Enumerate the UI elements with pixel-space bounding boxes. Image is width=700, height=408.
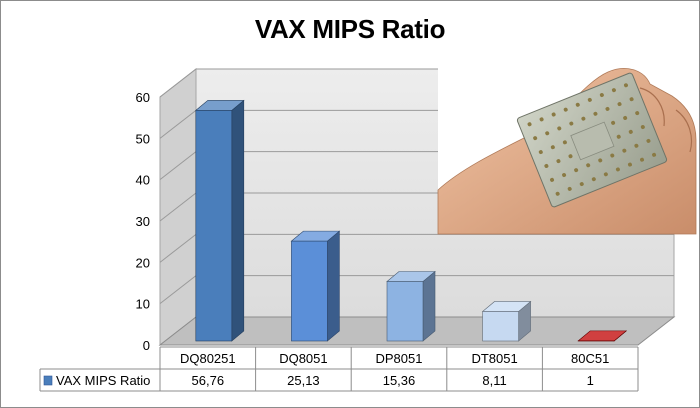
legend-swatch: [43, 375, 53, 386]
chip-pin: [598, 158, 603, 163]
chip-pin: [581, 116, 586, 121]
chip-pin: [555, 191, 560, 196]
bar-dp8051: [386, 270, 436, 342]
bar-front: [291, 240, 328, 342]
chip-pin: [629, 97, 634, 102]
chip-pin: [574, 168, 579, 173]
chip-pin: [603, 172, 608, 177]
chip-pin: [586, 163, 591, 168]
data-table: VAX MIPS Ratio DQ80251 56,76 DQ8051 25,13 DP8…: [39, 346, 639, 392]
chip-pin: [623, 83, 628, 88]
chip-pin: [617, 102, 622, 107]
chip-pin: [615, 167, 620, 172]
bar-front: [482, 311, 519, 342]
chip-pin: [568, 154, 573, 159]
x-tick-label: DP8051: [376, 351, 423, 366]
chip-pin: [575, 102, 580, 107]
chip-pin: [610, 153, 615, 158]
data-label: 15,36: [383, 373, 416, 388]
data-label: 25,13: [287, 373, 320, 388]
x-tick-label: DQ80251: [180, 351, 236, 366]
chip-pin: [527, 122, 532, 127]
bar-side: [231, 99, 245, 342]
y-tick-label: 30: [136, 214, 150, 229]
chip-pin: [646, 138, 651, 143]
x-tick-label: 80C51: [571, 351, 609, 366]
cpu-chip: [516, 72, 668, 208]
chip-pin: [569, 121, 574, 126]
chip-die: [570, 121, 615, 161]
y-tick-label: 60: [136, 90, 150, 105]
chip-pin: [623, 115, 628, 120]
chip-pin: [567, 186, 572, 191]
chip-pin: [652, 152, 657, 157]
chip-pin: [622, 148, 627, 153]
finger-lines: [639, 87, 693, 153]
chip-pin: [627, 162, 632, 167]
chip-pin: [563, 107, 568, 112]
chip-pin: [591, 177, 596, 182]
data-label: 56,76: [192, 373, 225, 388]
chip-pin: [599, 93, 604, 98]
chip-pin: [544, 163, 549, 168]
bar-dq80251: [194, 99, 245, 342]
bar-side: [327, 230, 340, 342]
bar-side: [422, 270, 436, 342]
bar-dt8051: [481, 300, 532, 342]
chip-pin: [533, 136, 538, 141]
bars: [194, 99, 628, 342]
chip-pin: [562, 140, 567, 145]
legend-label: VAX MIPS Ratio: [56, 373, 150, 388]
y-tick-label: 50: [136, 131, 150, 146]
chip-pin: [605, 106, 610, 111]
chip-pin: [562, 173, 567, 178]
x-tick-label: DT8051: [471, 351, 517, 366]
chart-title: VAX MIPS Ratio: [254, 14, 446, 44]
chip-pin: [579, 182, 584, 187]
bar-front: [386, 281, 424, 342]
cpu-chip-photo-icon: [437, 54, 697, 235]
bar-80c51: [577, 330, 628, 342]
chip-pin: [640, 157, 645, 162]
x-tick-label: DQ8051: [279, 351, 327, 366]
data-label: 1: [587, 373, 594, 388]
chip-pin: [551, 112, 556, 117]
chip-pin: [634, 143, 639, 148]
chip-pin: [616, 134, 621, 139]
chip-pin: [539, 117, 544, 122]
chip-pin: [635, 111, 640, 116]
y-tick-label: 20: [136, 255, 150, 270]
bar-front: [195, 110, 233, 342]
y-axis-ticks: 0 10 20 30 40 50 60: [136, 90, 150, 353]
chip-pin: [557, 126, 562, 131]
chip-pin: [587, 97, 592, 102]
y-tick-label: 40: [136, 173, 150, 188]
chip-pin: [628, 129, 633, 134]
chip-pin: [640, 125, 645, 130]
chip-pin: [611, 120, 616, 125]
data-label: 8,11: [482, 373, 506, 388]
chip-pin: [550, 177, 555, 182]
chip-pin: [611, 88, 616, 93]
chip-pin: [556, 159, 561, 164]
y-tick-label: 0: [143, 338, 150, 353]
chip-pin: [593, 111, 598, 116]
chip-pin: [545, 131, 550, 136]
chip-pin: [550, 145, 555, 150]
chip-pin: [538, 150, 543, 155]
y-tick-label: 10: [136, 297, 150, 312]
bar-dq8051: [290, 230, 341, 342]
